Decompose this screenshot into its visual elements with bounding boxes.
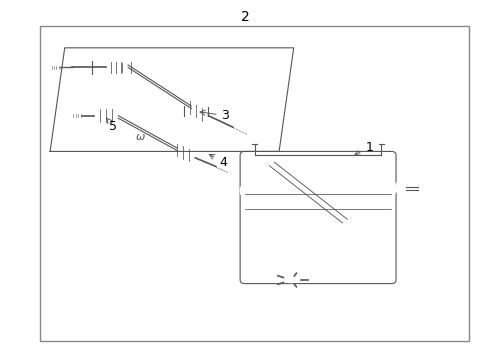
Text: 2: 2 (241, 10, 249, 24)
Text: 4: 4 (209, 154, 227, 168)
Ellipse shape (382, 183, 395, 198)
Ellipse shape (395, 180, 406, 194)
FancyBboxPatch shape (240, 152, 396, 284)
Text: ω: ω (136, 132, 145, 142)
Circle shape (375, 165, 387, 174)
Ellipse shape (281, 270, 301, 280)
Ellipse shape (260, 241, 303, 266)
Text: 1: 1 (355, 141, 373, 155)
Circle shape (375, 247, 387, 256)
Text: 5: 5 (106, 118, 118, 133)
Bar (40, 26, 469, 341)
Text: 3: 3 (200, 109, 229, 122)
Ellipse shape (241, 186, 249, 196)
Ellipse shape (275, 267, 307, 283)
Ellipse shape (265, 244, 298, 262)
Ellipse shape (240, 183, 255, 199)
Ellipse shape (387, 186, 395, 195)
Circle shape (249, 165, 261, 174)
Circle shape (249, 258, 261, 266)
